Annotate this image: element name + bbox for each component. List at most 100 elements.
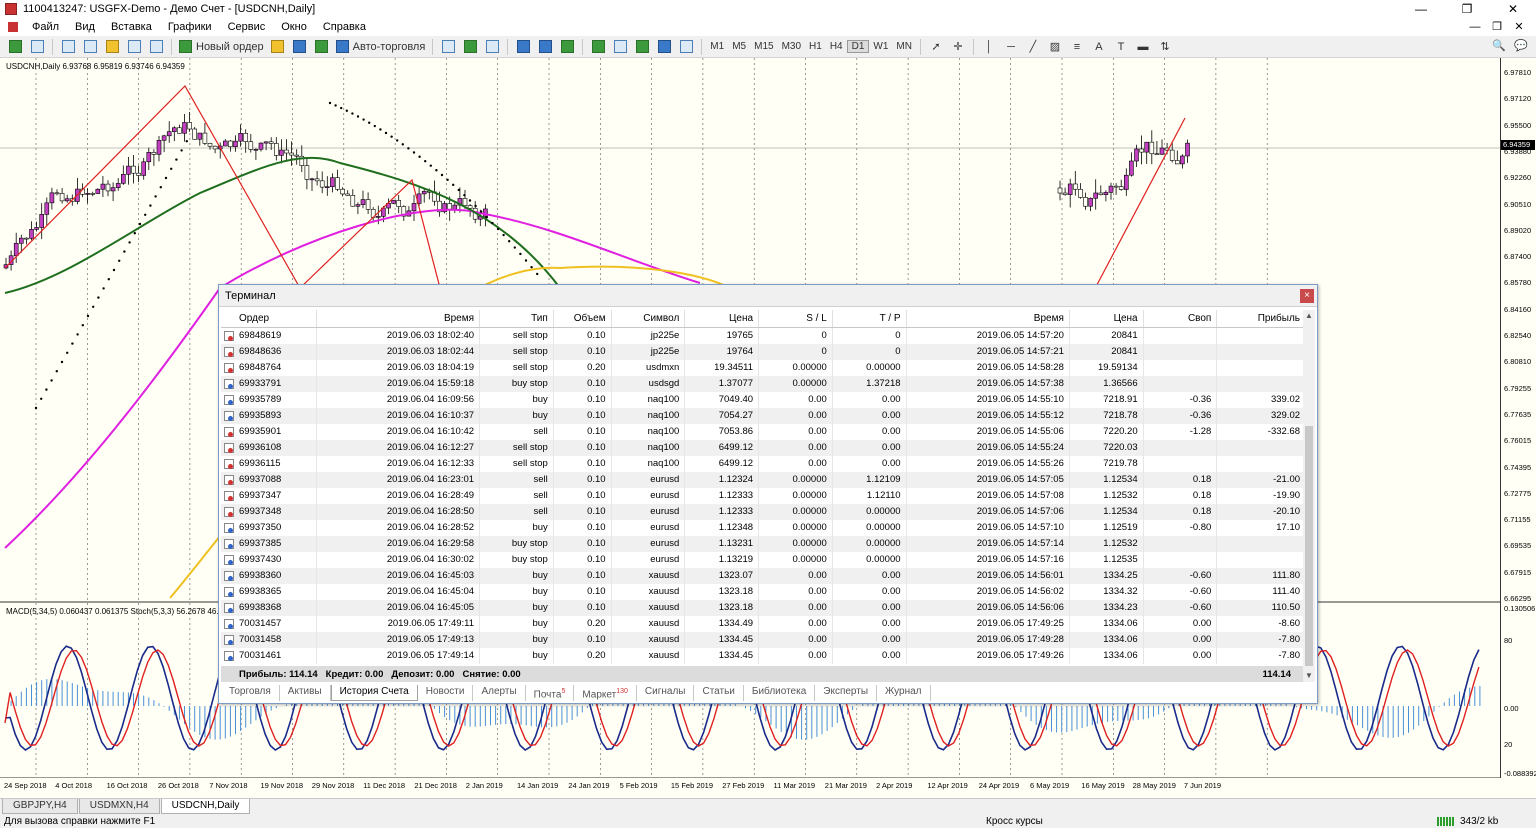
search-icon[interactable]: 🔍 xyxy=(1492,40,1506,52)
new-order-button[interactable]: Новый ордер xyxy=(178,38,265,56)
templates-button[interactable] xyxy=(677,38,695,56)
cursor-tool[interactable]: ➚ xyxy=(927,38,945,56)
timeframe-m1[interactable]: M1 xyxy=(710,41,725,52)
new-chart-button[interactable] xyxy=(6,38,24,56)
timeframe-m15[interactable]: M15 xyxy=(754,41,774,52)
maximize-button[interactable]: ❐ xyxy=(1461,2,1473,16)
terminal-tab[interactable]: Сигналы xyxy=(637,685,695,701)
scroll-thumb[interactable] xyxy=(1305,426,1313,666)
table-row[interactable]: 69933791 2019.06.04 15:59:18 buy stop 0.10 u… xyxy=(221,376,1305,392)
table-row[interactable]: 69848636 2019.06.03 18:02:44 sell stop 0.10… xyxy=(221,344,1305,360)
metaeditor-button[interactable] xyxy=(269,38,287,56)
table-row[interactable]: 69938360 2019.06.04 16:45:03 buy 0.10 xauusd… xyxy=(221,568,1305,584)
timeframe-d1[interactable]: D1 xyxy=(846,40,870,53)
table-row[interactable]: 70031458 2019.06.05 17:49:13 buy 0.10 xauusd… xyxy=(221,632,1305,648)
timeframe-w1[interactable]: W1 xyxy=(873,41,889,52)
column-header[interactable]: Время xyxy=(907,310,1070,327)
table-row[interactable]: 69935901 2019.06.04 16:10:42 sell 0.10 naq10… xyxy=(221,424,1305,440)
table-row[interactable]: 69937350 2019.06.04 16:28:52 buy 0.10 eurusd… xyxy=(221,520,1305,536)
zoom-out-button[interactable] xyxy=(536,38,554,56)
vertical-line-tool[interactable]: │ xyxy=(980,38,998,56)
column-header[interactable]: Объем xyxy=(554,310,612,327)
table-row[interactable]: 70031457 2019.06.05 17:49:11 buy 0.20 xauusd… xyxy=(221,616,1305,632)
indicators-button[interactable] xyxy=(633,38,651,56)
terminal-tab[interactable]: Новости xyxy=(418,685,474,701)
terminal-tab[interactable]: Активы xyxy=(280,685,331,701)
mdi-minimize-button[interactable]: — xyxy=(1469,21,1481,33)
scroll-up-icon[interactable]: ▲ xyxy=(1305,311,1313,320)
timeframe-mn[interactable]: MN xyxy=(896,41,912,52)
timeframe-h4[interactable]: H4 xyxy=(829,41,843,52)
close-button[interactable]: ✕ xyxy=(1507,2,1519,16)
column-header[interactable]: Символ xyxy=(612,310,686,327)
menu-insert[interactable]: Вставка xyxy=(110,21,152,33)
column-header[interactable]: S / L xyxy=(759,310,833,327)
terminal-tab[interactable]: Алерты xyxy=(473,685,526,701)
timeframe-m30[interactable]: M30 xyxy=(781,41,802,52)
market-watch-button[interactable] xyxy=(59,38,77,56)
navigator-button[interactable] xyxy=(103,38,121,56)
terminal-window[interactable]: Терминал × Ордер Время Тип Объем Символ Цена S… xyxy=(218,284,1318,704)
tile-windows-button[interactable] xyxy=(558,38,576,56)
chat-icon[interactable]: 💬 xyxy=(1514,40,1528,52)
table-row[interactable]: 69848764 2019.06.03 18:04:19 sell stop 0.20… xyxy=(221,360,1305,376)
column-header[interactable]: Цена xyxy=(685,310,760,327)
fibonacci-tool[interactable]: ≡ xyxy=(1068,38,1086,56)
table-row[interactable]: 69935893 2019.06.04 16:10:37 buy 0.10 naq100… xyxy=(221,408,1305,424)
column-header[interactable]: Тип xyxy=(480,310,554,327)
horizontal-line-tool[interactable]: ─ xyxy=(1002,38,1020,56)
menu-tools[interactable]: Сервис xyxy=(227,21,266,33)
terminal-tab[interactable]: Библиотека xyxy=(744,685,816,701)
table-row[interactable]: 69937430 2019.06.04 16:30:02 buy stop 0.10 e… xyxy=(221,552,1305,568)
terminal-close-button[interactable]: × xyxy=(1300,289,1314,303)
candlestick-button[interactable] xyxy=(461,38,479,56)
timeframe-h1[interactable]: H1 xyxy=(809,41,822,52)
column-header[interactable]: T / P xyxy=(833,310,907,327)
line-chart-button[interactable] xyxy=(483,38,501,56)
scroll-down-icon[interactable]: ▼ xyxy=(1305,671,1313,680)
terminal-tab[interactable]: Маркет130 xyxy=(574,685,637,701)
signals-button[interactable] xyxy=(291,38,309,56)
table-row[interactable]: 69848619 2019.06.03 18:02:40 sell stop 0.10… xyxy=(221,328,1305,344)
price-scale[interactable]: 6.94359 6.97810 6.97120 6.95500 6.93880 6.92… xyxy=(1500,58,1536,778)
chart-tab-usdcnh[interactable]: USDCNH,Daily xyxy=(160,799,251,814)
menu-charts[interactable]: Графики xyxy=(167,21,212,33)
table-row[interactable]: 69937347 2019.06.04 16:28:49 sell 0.10 eurus… xyxy=(221,488,1305,504)
table-row[interactable]: 69937088 2019.06.04 16:23:01 sell 0.10 eurus… xyxy=(221,472,1305,488)
bar-chart-button[interactable] xyxy=(439,38,457,56)
column-header[interactable]: Прибыль xyxy=(1257,313,1301,324)
table-row[interactable]: 70031461 2019.06.05 17:49:14 buy 0.20 xauusd… xyxy=(221,648,1305,664)
terminal-tab[interactable]: Торговля xyxy=(221,685,280,701)
table-row[interactable]: 69936108 2019.06.04 16:12:27 sell stop 0.10… xyxy=(221,440,1305,456)
menu-view[interactable]: Вид xyxy=(75,21,95,33)
trendline-tool[interactable]: ╱ xyxy=(1024,38,1042,56)
table-row[interactable]: 69936115 2019.06.04 16:12:33 sell stop 0.10… xyxy=(221,456,1305,472)
minimize-button[interactable]: — xyxy=(1415,2,1427,16)
column-header[interactable]: Ордер xyxy=(221,310,317,327)
vps-button[interactable] xyxy=(313,38,331,56)
periods-button[interactable] xyxy=(655,38,673,56)
column-header[interactable]: Своп xyxy=(1144,310,1218,327)
terminal-tab[interactable]: Почта5 xyxy=(526,685,575,701)
terminal-tab[interactable]: Статьи xyxy=(694,685,744,701)
channel-tool[interactable]: ▨ xyxy=(1046,38,1064,56)
profiles-button[interactable] xyxy=(28,38,46,56)
terminal-tab[interactable]: Эксперты xyxy=(815,685,878,701)
column-header[interactable]: Время xyxy=(317,310,481,327)
table-row[interactable]: 69938368 2019.06.04 16:45:05 buy 0.10 xauusd… xyxy=(221,600,1305,616)
data-window-button[interactable] xyxy=(81,38,99,56)
label-tool[interactable]: T xyxy=(1112,38,1130,56)
shapes-tool[interactable]: ▬ xyxy=(1134,38,1152,56)
table-row[interactable]: 69937385 2019.06.04 16:29:58 buy stop 0.10 e… xyxy=(221,536,1305,552)
arrows-tool[interactable]: ⇅ xyxy=(1156,38,1174,56)
autotrade-button[interactable]: Авто-торговля xyxy=(335,38,427,56)
date-scale[interactable]: 24 Sep 2018 4 Oct 2018 16 Oct 2018 26 Oct 2… xyxy=(0,779,1500,793)
menu-file[interactable]: Файл xyxy=(32,21,60,33)
mdi-close-button[interactable]: ✕ xyxy=(1514,21,1524,33)
crosshair-tool[interactable]: ✛ xyxy=(949,38,967,56)
table-row[interactable]: 69935789 2019.06.04 16:09:56 buy 0.10 naq100… xyxy=(221,392,1305,408)
terminal-tab[interactable]: История Счета xyxy=(330,685,418,701)
menu-help[interactable]: Справка xyxy=(322,21,366,33)
chart-tab-usdmxn[interactable]: USDMXN,H4 xyxy=(78,799,160,814)
